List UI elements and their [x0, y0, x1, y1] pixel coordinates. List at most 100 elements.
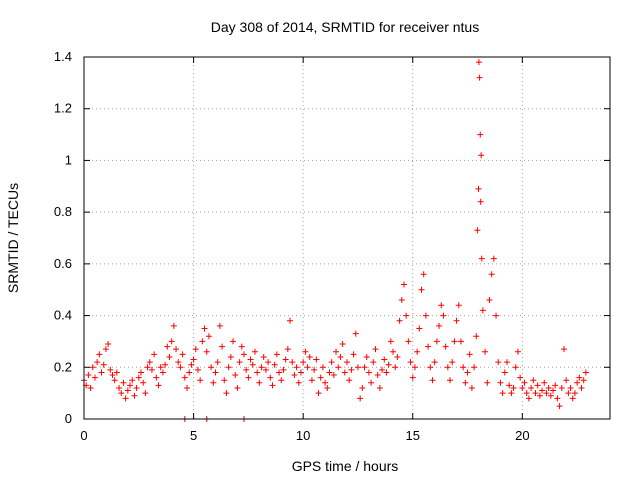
- data-point: [541, 379, 548, 386]
- data-point: [230, 338, 237, 345]
- data-point: [102, 346, 109, 353]
- data-point: [567, 384, 574, 391]
- y-tick-label: 0.2: [54, 359, 72, 374]
- data-point: [372, 346, 379, 353]
- data-point: [462, 379, 469, 386]
- data-point: [398, 297, 405, 304]
- data-point: [300, 359, 307, 366]
- data-point: [269, 382, 276, 389]
- data-point: [258, 364, 265, 371]
- data-point: [240, 351, 247, 358]
- x-axis-label: GPS time / hours: [292, 458, 399, 474]
- data-point: [181, 374, 188, 381]
- data-point: [407, 359, 414, 366]
- data-point: [449, 359, 456, 366]
- data-point: [295, 379, 302, 386]
- data-point: [442, 343, 449, 350]
- data-point: [170, 322, 177, 329]
- data-point: [578, 384, 585, 391]
- x-tick-label: 5: [190, 428, 197, 443]
- data-points: [81, 59, 589, 422]
- data-point: [297, 369, 304, 376]
- data-point: [221, 377, 228, 384]
- data-point: [517, 374, 524, 381]
- data-point: [328, 359, 335, 366]
- data-point: [569, 395, 576, 402]
- data-point: [422, 312, 429, 319]
- data-point: [486, 297, 493, 304]
- data-point: [440, 312, 447, 319]
- x-tick-label: 15: [406, 428, 420, 443]
- data-point: [346, 377, 353, 384]
- data-point: [484, 379, 491, 386]
- data-point: [148, 366, 155, 373]
- data-point: [85, 372, 92, 379]
- data-point: [490, 255, 497, 262]
- data-point: [144, 364, 151, 371]
- data-point: [146, 359, 153, 366]
- data-point: [179, 351, 186, 358]
- data-point: [131, 392, 138, 399]
- data-point: [87, 384, 94, 391]
- data-point: [151, 351, 158, 358]
- data-point: [100, 361, 107, 368]
- data-point: [444, 364, 451, 371]
- data-point: [243, 366, 250, 373]
- data-point: [135, 374, 142, 381]
- data-point: [304, 364, 311, 371]
- data-point: [392, 364, 399, 371]
- data-point: [289, 359, 296, 366]
- data-point: [315, 390, 322, 397]
- data-point: [383, 369, 390, 376]
- data-point: [466, 351, 473, 358]
- data-point: [457, 338, 464, 345]
- data-point: [306, 353, 313, 360]
- data-point: [214, 359, 221, 366]
- data-point: [223, 390, 230, 397]
- data-point: [474, 227, 481, 234]
- data-point: [153, 374, 160, 381]
- data-point: [322, 379, 329, 386]
- data-point: [225, 364, 232, 371]
- data-point: [118, 390, 125, 397]
- data-point: [89, 364, 96, 371]
- data-point: [282, 356, 289, 363]
- data-point: [455, 302, 462, 309]
- data-point: [278, 377, 285, 384]
- data-point: [177, 364, 184, 371]
- data-point: [352, 330, 359, 337]
- data-point: [238, 343, 245, 350]
- data-point: [276, 369, 283, 376]
- data-point: [188, 361, 195, 368]
- data-point: [565, 390, 572, 397]
- data-point: [109, 372, 116, 379]
- data-point: [105, 341, 112, 348]
- data-point: [580, 377, 587, 384]
- data-point: [113, 369, 120, 376]
- tick-labels: 0 5 10 15 20 0 0.2 0.4 0.6 0.8 1 1.2 1.4: [54, 49, 530, 443]
- data-point: [142, 390, 149, 397]
- data-point: [460, 364, 467, 371]
- data-point: [534, 382, 541, 389]
- data-point: [133, 384, 140, 391]
- data-point: [394, 353, 401, 360]
- data-point: [379, 366, 386, 373]
- data-point: [330, 372, 337, 379]
- data-point: [521, 379, 528, 386]
- data-point: [453, 317, 460, 324]
- data-point: [418, 286, 425, 293]
- data-point: [173, 346, 180, 353]
- data-point: [326, 369, 333, 376]
- data-point: [284, 346, 291, 353]
- data-point: [530, 377, 537, 384]
- data-point: [390, 348, 397, 355]
- data-point: [245, 374, 252, 381]
- data-point: [359, 384, 366, 391]
- data-point: [164, 343, 171, 350]
- data-point: [438, 302, 445, 309]
- data-point: [400, 281, 407, 288]
- data-point: [116, 384, 123, 391]
- data-point: [319, 364, 326, 371]
- data-point: [280, 366, 287, 373]
- data-point: [287, 317, 294, 324]
